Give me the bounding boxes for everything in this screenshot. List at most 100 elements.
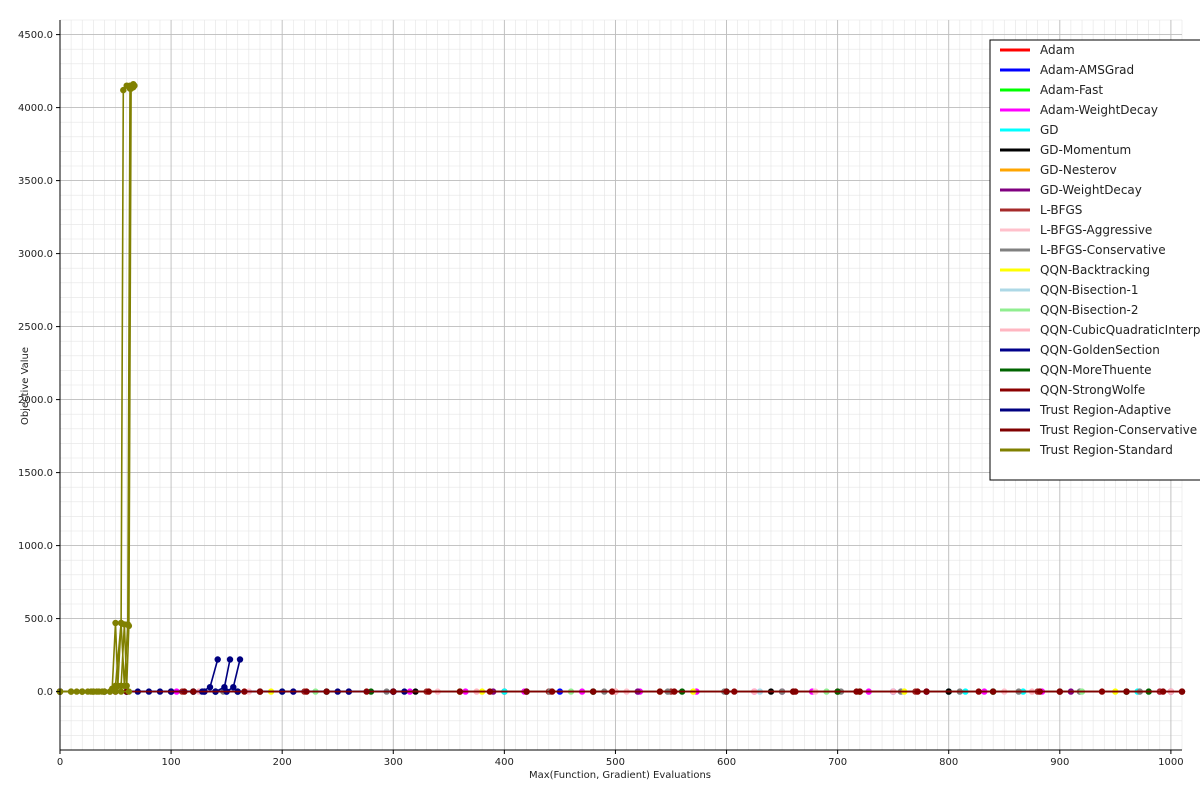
data-point — [67, 688, 75, 695]
data-point — [456, 688, 464, 695]
x-tick-label: 0 — [57, 757, 63, 768]
data-point — [1056, 688, 1064, 695]
data-point — [131, 82, 138, 89]
data-point — [790, 688, 797, 695]
legend-item: Trust Region-Conservative — [1000, 423, 1197, 437]
data-point — [190, 688, 197, 695]
data-point — [590, 688, 597, 695]
x-tick-label: 1000 — [1158, 757, 1183, 768]
legend-item: L-BFGS-Aggressive — [1000, 223, 1152, 237]
legend-label: Adam-AMSGrad — [1040, 63, 1134, 77]
data-point — [214, 656, 221, 663]
legend-label: GD-Momentum — [1040, 143, 1131, 157]
data-point — [230, 684, 237, 691]
x-tick-label: 300 — [384, 757, 403, 768]
legend-item: QQN-Bisection-1 — [1000, 283, 1139, 297]
y-tick-label: 3500.0 — [18, 176, 53, 187]
legend-item: QQN-Backtracking — [1000, 263, 1150, 277]
y-tick-label: 500.0 — [24, 614, 53, 625]
x-tick-label: 800 — [939, 757, 958, 768]
legend-item: QQN-StrongWolfe — [1000, 383, 1145, 397]
legend-item: Adam — [1000, 43, 1075, 57]
legend-label: QQN-Bisection-1 — [1040, 283, 1139, 297]
y-tick-label: 4000.0 — [18, 103, 53, 114]
y-tick-label: 2500.0 — [18, 322, 53, 333]
y-tick-label: 1000.0 — [18, 541, 53, 552]
series-layer — [56, 81, 1186, 695]
data-point — [117, 688, 125, 695]
x-tick-label: 400 — [495, 757, 514, 768]
legend-label: L-BFGS-Conservative — [1040, 243, 1166, 257]
data-point — [923, 688, 930, 695]
y-tick-label: 3000.0 — [18, 249, 53, 260]
legend-label: Trust Region-Standard — [1039, 443, 1173, 457]
data-point — [125, 622, 133, 630]
legend-item: GD-Nesterov — [1000, 163, 1117, 177]
legend-label: QQN-Backtracking — [1040, 263, 1150, 277]
legend-item: QQN-CubicQuadraticInterpolation — [1000, 323, 1200, 337]
legend-label: GD — [1040, 123, 1059, 137]
x-tick-label: 900 — [1050, 757, 1069, 768]
data-point — [112, 682, 119, 689]
legend-item: Adam-Fast — [1000, 83, 1103, 97]
legend-label: QQN-GoldenSection — [1040, 343, 1160, 357]
data-point — [125, 688, 133, 695]
legend-label: Adam — [1040, 43, 1075, 57]
y-tick-label: 4500.0 — [18, 30, 53, 41]
legend-label: GD-Nesterov — [1040, 163, 1117, 177]
data-point — [323, 688, 330, 695]
x-axis-label: Max(Function, Gradient) Evaluations — [529, 770, 711, 781]
data-point — [112, 619, 119, 627]
legend-label: Trust Region-Conservative — [1039, 423, 1197, 437]
data-point — [87, 688, 95, 695]
y-tick-label: 0.0 — [37, 687, 53, 698]
y-tick-label: 2000.0 — [18, 395, 53, 406]
legend-label: QQN-MoreThuente — [1040, 363, 1152, 377]
data-point — [989, 688, 997, 695]
legend-item: Trust Region-Standard — [1000, 443, 1173, 457]
legend-box — [989, 39, 1200, 481]
x-tick-label: 700 — [828, 757, 847, 768]
y-axis-label: Objective Value — [20, 347, 31, 425]
legend-label: Trust Region-Adaptive — [1039, 403, 1171, 417]
legend-item: GD-Momentum — [1000, 143, 1131, 157]
legend-item: QQN-MoreThuente — [1000, 363, 1152, 377]
legend-item: QQN-GoldenSection — [1000, 343, 1160, 357]
x-tick-label: 100 — [162, 757, 181, 768]
data-point — [106, 688, 114, 695]
x-tick-label: 500 — [606, 757, 625, 768]
legend-label: Adam-Fast — [1040, 83, 1103, 97]
legend-label: L-BFGS — [1040, 203, 1082, 217]
data-point — [723, 688, 730, 695]
x-tick-label: 600 — [717, 757, 736, 768]
data-point — [226, 656, 234, 663]
legend: Adam Adam-AMSGrad Adam-Fast Adam-WeightDeca… — [989, 39, 1200, 481]
legend-label: GD-WeightDecay — [1040, 183, 1142, 197]
y-tick-label: 1500.0 — [18, 468, 53, 479]
legend-item: Trust Region-Adaptive — [1000, 403, 1171, 417]
data-point — [523, 688, 530, 695]
data-point — [99, 688, 106, 695]
x-tick-label: 200 — [273, 757, 292, 768]
legend-label: QQN-Bisection-2 — [1040, 303, 1139, 317]
legend-item: L-BFGS-Conservative — [1000, 243, 1166, 257]
data-point — [79, 688, 86, 695]
legend-label: L-BFGS-Aggressive — [1040, 223, 1152, 237]
legend-item: Adam-WeightDecay — [1000, 103, 1158, 117]
series-trust-region-standard — [56, 81, 138, 695]
data-point — [1178, 688, 1186, 695]
data-point — [256, 688, 264, 695]
data-point — [236, 656, 244, 663]
axes — [59, 20, 1182, 751]
data-point — [656, 688, 664, 695]
data-point — [117, 682, 125, 689]
data-point — [120, 86, 127, 94]
legend-label: Adam-WeightDecay — [1040, 103, 1158, 117]
legend-item: L-BFGS — [1000, 203, 1082, 217]
data-point — [206, 684, 214, 691]
data-point — [1123, 688, 1130, 695]
data-point — [856, 688, 863, 695]
legend-item: GD — [1000, 123, 1059, 137]
